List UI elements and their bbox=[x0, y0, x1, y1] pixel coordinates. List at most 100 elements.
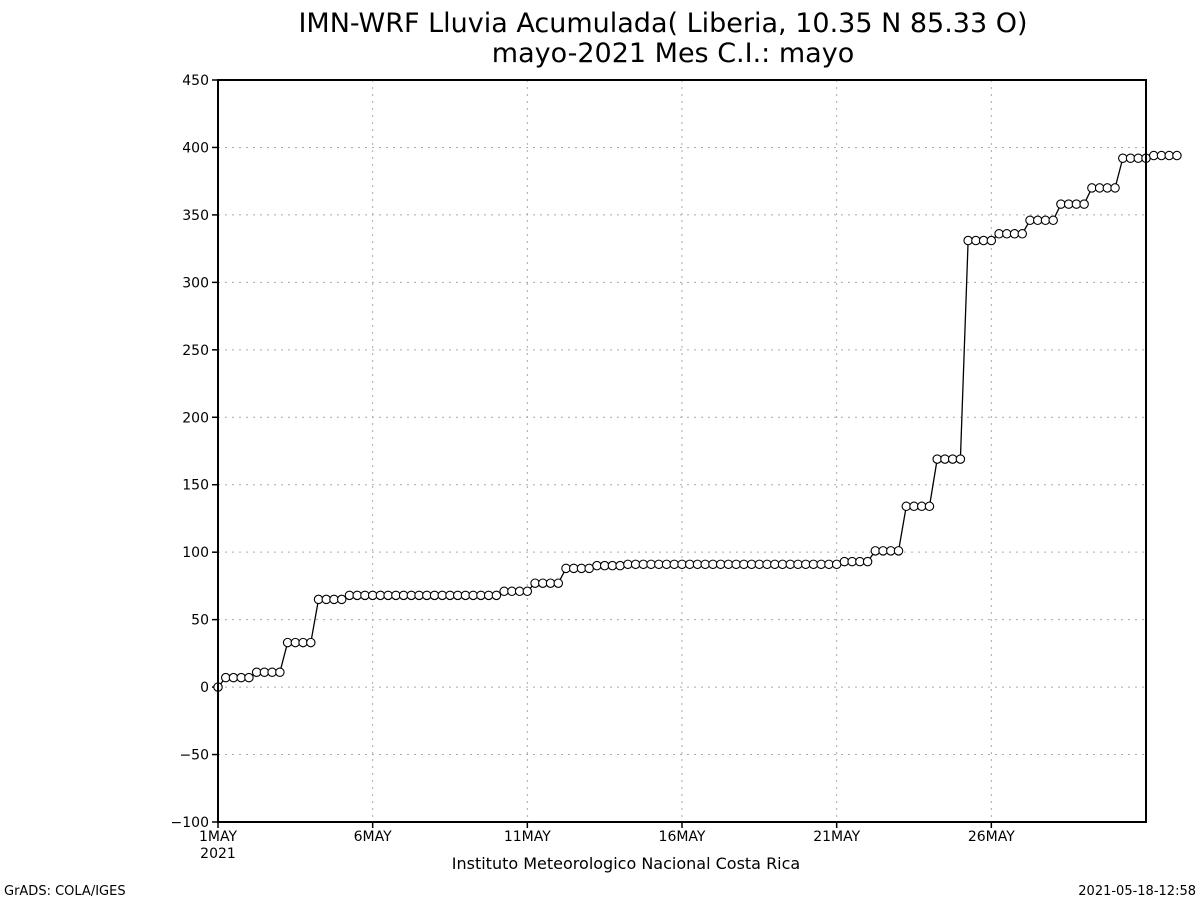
data-point bbox=[1009, 229, 1020, 239]
data-point bbox=[862, 556, 873, 567]
data-point bbox=[236, 672, 246, 683]
series-line bbox=[217, 154, 1177, 688]
data-point bbox=[468, 590, 478, 601]
data-point bbox=[831, 559, 842, 570]
data-point bbox=[700, 559, 710, 570]
footer-right: 2021-05-18-12:58 bbox=[1078, 884, 1196, 899]
data-point bbox=[422, 590, 432, 601]
data-point bbox=[1110, 183, 1120, 193]
data-point bbox=[793, 559, 803, 570]
data-point bbox=[816, 559, 826, 570]
y-tick-label: 450 bbox=[182, 73, 209, 89]
data-point bbox=[1040, 215, 1051, 226]
data-point bbox=[545, 578, 556, 588]
data-point bbox=[352, 590, 362, 601]
y-tick-label: 250 bbox=[182, 343, 209, 359]
x-tick-label: 1MAY bbox=[199, 829, 237, 845]
data-point bbox=[994, 229, 1004, 239]
x-tick-label: 11MAY bbox=[504, 829, 551, 845]
y-tick-label: 350 bbox=[182, 208, 209, 224]
data-point bbox=[654, 559, 664, 570]
data-point bbox=[1063, 199, 1074, 209]
data-point bbox=[855, 556, 865, 567]
x-tick-label: 26MAY bbox=[968, 829, 1015, 845]
data-point bbox=[313, 594, 324, 605]
data-point bbox=[367, 590, 378, 601]
data-point bbox=[623, 559, 633, 570]
data-point bbox=[739, 559, 749, 570]
y-tick-label: 400 bbox=[182, 140, 209, 156]
data-point bbox=[932, 454, 942, 464]
data-point bbox=[955, 454, 966, 464]
data-point bbox=[499, 586, 509, 597]
y-tick-label: 200 bbox=[182, 410, 209, 426]
data-point bbox=[638, 559, 649, 570]
data-point bbox=[522, 586, 533, 597]
data-point bbox=[483, 590, 494, 601]
data-point bbox=[901, 501, 912, 512]
data-point bbox=[1125, 153, 1136, 164]
y-tick-label: −100 bbox=[171, 815, 209, 831]
data-point bbox=[978, 235, 989, 246]
data-point bbox=[576, 563, 587, 574]
data-point bbox=[429, 590, 440, 601]
data-point bbox=[306, 637, 316, 648]
data-point bbox=[584, 563, 594, 574]
data-point bbox=[971, 235, 981, 246]
data-point bbox=[244, 672, 254, 683]
data-point bbox=[1148, 150, 1159, 161]
data-point bbox=[514, 586, 525, 597]
data-point bbox=[336, 594, 347, 605]
x-tick-label: 21MAY bbox=[813, 829, 860, 845]
data-point bbox=[684, 559, 695, 570]
data-point bbox=[839, 556, 850, 567]
y-tick-label: 100 bbox=[182, 545, 209, 561]
data-point bbox=[259, 667, 270, 677]
series bbox=[213, 150, 1182, 692]
data-point bbox=[538, 578, 548, 588]
data-point bbox=[731, 559, 741, 570]
data-point bbox=[777, 559, 788, 570]
data-point bbox=[870, 546, 881, 556]
data-point bbox=[375, 590, 386, 601]
data-point bbox=[321, 594, 332, 605]
data-point bbox=[909, 501, 919, 512]
data-point bbox=[220, 672, 231, 683]
data-point bbox=[824, 559, 834, 570]
data-point bbox=[1017, 229, 1028, 239]
data-point bbox=[607, 560, 618, 571]
data-point bbox=[746, 559, 757, 570]
y-tick-label: −50 bbox=[179, 748, 209, 764]
data-point bbox=[947, 454, 958, 464]
data-point bbox=[383, 590, 393, 601]
data-point bbox=[646, 559, 656, 570]
data-point bbox=[329, 594, 339, 605]
data-point bbox=[491, 590, 502, 601]
data-point bbox=[715, 559, 726, 570]
x-tick-sublabel: 2021 bbox=[200, 846, 236, 862]
footer-left: GrADS: COLA/IGES bbox=[4, 884, 126, 899]
data-point bbox=[708, 559, 718, 570]
data-point bbox=[1133, 153, 1144, 164]
data-point bbox=[344, 590, 355, 601]
data-point bbox=[1156, 150, 1167, 161]
data-point bbox=[723, 559, 734, 570]
data-point bbox=[1071, 199, 1082, 209]
data-point bbox=[568, 563, 579, 574]
grid bbox=[218, 80, 1146, 822]
data-point bbox=[592, 560, 602, 571]
data-point bbox=[1032, 215, 1043, 226]
data-point bbox=[599, 560, 610, 571]
data-point bbox=[553, 578, 564, 588]
data-point bbox=[924, 501, 935, 512]
data-point bbox=[275, 667, 285, 677]
data-point bbox=[692, 559, 703, 570]
y-axis: 450 400 350 300 250 200 150 100 50 0 −50 −100 bbox=[171, 73, 218, 831]
x-tick-label: 16MAY bbox=[659, 829, 706, 845]
data-point bbox=[1048, 215, 1058, 226]
x-axis-label: Instituto Meteorologico Nacional Costa R… bbox=[452, 854, 800, 873]
y-tick-label: 0 bbox=[200, 680, 209, 696]
data-point bbox=[282, 637, 293, 648]
